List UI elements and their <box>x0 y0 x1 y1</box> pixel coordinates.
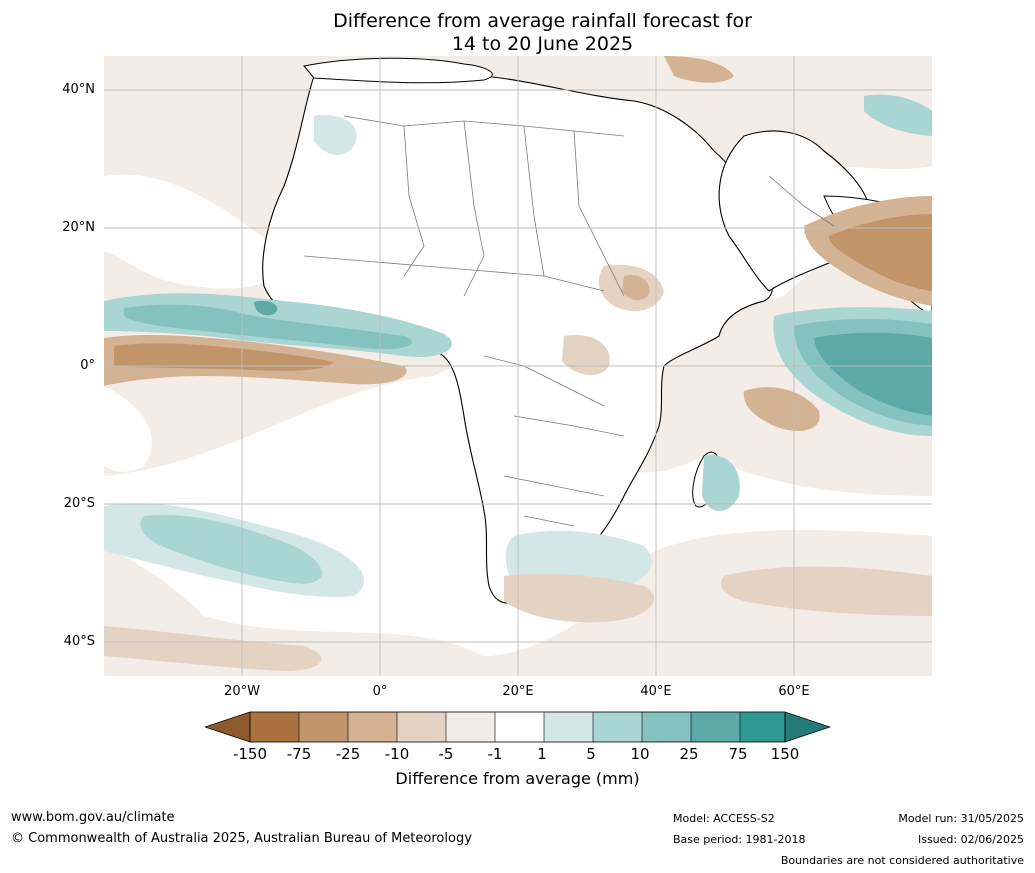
colorbar-tick: -5 <box>438 745 454 763</box>
lon-label-20w: 20°W <box>224 684 260 699</box>
colorbar-swatch-9 <box>642 712 691 742</box>
colorbar-tick: -25 <box>335 745 361 763</box>
colorbar-tick: 75 <box>728 745 748 763</box>
colorbar-swatch-11 <box>740 712 785 742</box>
lon-label-60e: 60°E <box>778 684 810 699</box>
lon-label-0: 0° <box>372 684 388 699</box>
colorbar-swatch-1 <box>250 712 299 742</box>
europe-coast <box>303 57 493 84</box>
colorbar-swatch-10 <box>691 712 740 742</box>
colorbar-tick: -75 <box>286 745 312 763</box>
anomaly-south-of-africa <box>504 574 654 623</box>
colorbar-swatch-3 <box>348 712 397 742</box>
footer-copyright: © Commonwealth of Australia 2025, Austra… <box>11 831 472 846</box>
colorbar-tick: -10 <box>384 745 410 763</box>
colorbar-dividers <box>298 712 741 742</box>
colorbar-label-text: Difference from average (mm) <box>395 769 640 788</box>
map-title: Difference from average rainfall forecas… <box>0 10 1035 56</box>
footer-site-link[interactable]: www.bom.gov.au/climate <box>11 810 175 825</box>
footer-model-run: Model run: 31/05/2025 <box>898 812 1024 825</box>
colorbar-tick: 10 <box>630 745 650 763</box>
lat-label-40n: 40°N <box>62 82 95 97</box>
colorbar-swatch-6 <box>495 712 544 742</box>
footer-base-period: Base period: 1981-2018 <box>673 833 806 846</box>
lat-label-20n: 20°N <box>62 220 95 235</box>
colorbar-tick: 1 <box>537 745 547 763</box>
colorbar-swatch-5 <box>446 712 495 742</box>
map-canvas <box>104 56 932 676</box>
lat-label-equator: 0° <box>80 358 95 373</box>
anomaly-west-indian-ocean <box>743 387 820 431</box>
lon-label-40e: 40°E <box>640 684 672 699</box>
anomaly-gulf-of-guinea-core <box>254 300 278 316</box>
title-line-1: Difference from average rainfall forecas… <box>333 10 752 32</box>
colorbar-swatch-2 <box>299 712 348 742</box>
colorbar-tick: -150 <box>232 745 268 763</box>
footer-model: Model: ACCESS-S2 <box>673 812 775 825</box>
lat-label-40s: 40°S <box>63 634 95 649</box>
anomaly-ethiopia <box>622 275 650 301</box>
lon-label-20e: 20°E <box>502 684 534 699</box>
colorbar-swatch-max <box>784 711 831 743</box>
colorbar-swatch-8 <box>593 712 642 742</box>
anomaly-madagascar <box>702 455 740 511</box>
colorbar-tick: -1 <box>487 745 503 763</box>
anomaly-south-atlantic-south <box>104 626 322 671</box>
colorbar-tick: 5 <box>586 745 596 763</box>
anomaly-southern-indian-ocean <box>720 566 932 616</box>
anomaly-central-asia <box>864 94 932 136</box>
graticule <box>104 56 932 676</box>
colorbar-swatch-7 <box>544 712 593 742</box>
footer-issued: Issued: 02/06/2025 <box>917 833 1024 846</box>
anomaly-lake-victoria <box>562 335 610 376</box>
anomaly-gulf-of-guinea-mid <box>124 304 412 350</box>
near-zero-northwest <box>104 174 283 289</box>
anomaly-arabian-sea-inner <box>829 214 932 291</box>
colorbar-outline <box>249 711 786 743</box>
rainfall-anomaly-map <box>104 56 932 676</box>
colorbar <box>205 711 831 743</box>
country-borders <box>303 115 835 527</box>
colorbar-tick: 150 <box>770 745 800 763</box>
footer-disclaimer: Boundaries are not considered authoritat… <box>780 854 1024 867</box>
anomaly-equatorial-atlantic-inner <box>114 343 334 371</box>
colorbar-label: Difference from average (mm) <box>0 769 1035 789</box>
colorbar-swatch-4 <box>397 712 446 742</box>
near-zero-west <box>104 386 152 472</box>
anomaly-northwest-africa <box>314 115 357 156</box>
title-line-2: 14 to 20 June 2025 <box>451 33 634 55</box>
anomaly-indian-ocean-core <box>814 332 932 416</box>
anomaly-turkey <box>664 56 734 83</box>
anomaly-south-atlantic-inner <box>140 515 323 584</box>
colorbar-tick: 25 <box>679 745 699 763</box>
lat-label-20s: 20°S <box>63 496 95 511</box>
colorbar-swatch-min <box>205 711 251 743</box>
